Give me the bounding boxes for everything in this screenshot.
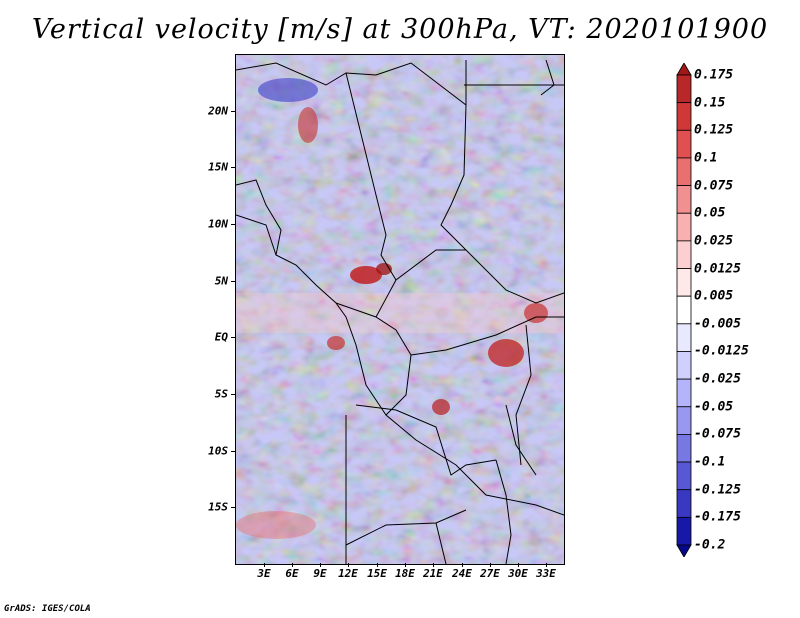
lat-tick	[231, 337, 235, 338]
colorbar-label: 0.075	[694, 178, 734, 194]
lat-label-eq: EQ	[214, 330, 228, 344]
lon-tick	[490, 563, 491, 567]
velocity-map	[235, 54, 565, 565]
lon-tick	[462, 563, 463, 567]
lat-label-5s: 5S	[214, 387, 228, 401]
colorbar-label: -0.05	[694, 399, 734, 415]
lon-label-21e: 21E	[423, 567, 443, 580]
colorbar-label: -0.025	[694, 371, 741, 387]
colorbar-label: -0.1	[694, 454, 726, 470]
lon-label-3e: 3E	[257, 567, 271, 580]
colorbar-segment	[676, 406, 692, 435]
colorbar-label: 0.1	[694, 150, 718, 166]
colorbar-segment	[676, 102, 692, 131]
lon-tick	[264, 563, 265, 567]
lat-label-20n: 20N	[208, 104, 228, 118]
lat-tick	[231, 394, 235, 395]
colorbar-label: 0.025	[694, 233, 734, 249]
colorbar-label: 0.05	[694, 205, 726, 221]
lat-label-10s: 10S	[208, 444, 228, 458]
colorbar-segment	[676, 74, 692, 104]
lon-tick	[518, 563, 519, 567]
colorbar-segment	[676, 323, 692, 352]
colorbar-label: 0.125	[694, 122, 734, 138]
lat-tick	[231, 111, 235, 112]
lat-tick	[231, 281, 235, 282]
colorbar-segment	[676, 129, 692, 159]
colorbar-segment	[676, 351, 692, 380]
lon-label-27e: 27E	[480, 567, 500, 580]
lon-label-6e: 6E	[285, 567, 299, 580]
lon-tick	[546, 563, 547, 567]
lat-label-15s: 15S	[208, 500, 228, 514]
lon-label-12e: 12E	[338, 567, 358, 580]
lon-tick	[320, 563, 321, 567]
colorbar-label: -0.2	[694, 537, 726, 553]
colorbar-segment	[676, 157, 692, 186]
lon-label-33e: 33E	[536, 567, 556, 580]
colorbar-segment	[676, 378, 692, 408]
lon-label-15e: 15E	[367, 567, 387, 580]
colorbar-label: -0.075	[694, 426, 741, 442]
colorbar-segment	[676, 185, 692, 214]
colorbar-label: 0.15	[694, 95, 726, 111]
colorbar-segment	[676, 63, 692, 76]
colorbar	[676, 63, 692, 557]
colorbar-segment	[676, 434, 692, 463]
lat-label-15n: 15N	[208, 160, 228, 174]
lat-label-10n: 10N	[208, 217, 228, 231]
colorbar-label: 0.005	[694, 288, 734, 304]
colorbar-segment	[676, 489, 692, 518]
colorbar-label: -0.125	[694, 482, 741, 498]
colorbar-segment	[676, 461, 692, 491]
colorbar-label: 0.0125	[694, 261, 741, 277]
lat-tick	[231, 451, 235, 452]
lon-tick	[433, 563, 434, 567]
lon-tick	[292, 563, 293, 567]
colorbar-label: -0.175	[694, 509, 741, 525]
equatorial-band	[236, 293, 564, 333]
lon-tick	[405, 563, 406, 567]
lon-label-18e: 18E	[395, 567, 415, 580]
colorbar-label: -0.0125	[694, 343, 749, 359]
lon-label-9e: 9E	[313, 567, 327, 580]
lon-tick	[377, 563, 378, 567]
colorbar-segment	[676, 268, 692, 297]
colorbar-label: -0.005	[694, 316, 741, 332]
lon-label-24e: 24E	[452, 567, 472, 580]
lat-tick	[231, 224, 235, 225]
lat-tick	[231, 167, 235, 168]
map-title: Vertical velocity [m/s] at 300hPa, VT: 2…	[31, 14, 769, 45]
lon-label-30e: 30E	[508, 567, 528, 580]
lat-tick	[231, 507, 235, 508]
lon-tick	[348, 563, 349, 567]
colorbar-segment	[676, 295, 692, 325]
colorbar-segment	[676, 212, 692, 242]
colorbar-segment	[676, 240, 692, 269]
boundaries	[236, 59, 564, 564]
colorbar-segment	[676, 544, 692, 557]
velocity-field	[236, 55, 564, 564]
colorbar-label: 0.175	[694, 67, 734, 83]
grads-credit: GrADS: IGES/COLA	[4, 604, 91, 614]
colorbar-segment	[676, 516, 692, 546]
convective-cells	[236, 78, 548, 539]
lat-label-5n: 5N	[214, 274, 228, 288]
